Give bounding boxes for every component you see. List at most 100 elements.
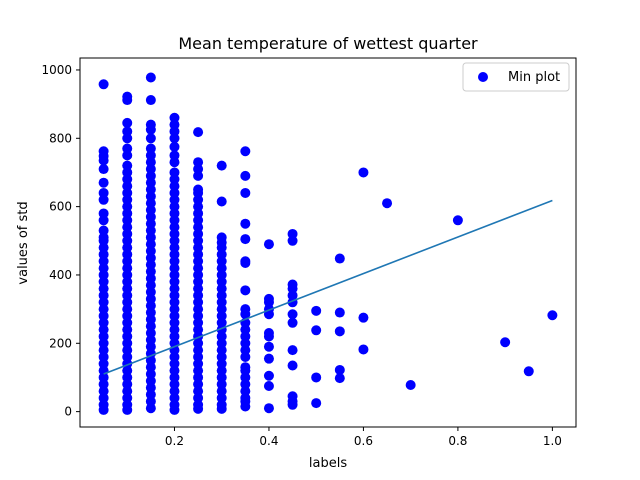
data-point [98, 276, 109, 287]
data-point [98, 164, 109, 175]
data-point [263, 297, 274, 308]
data-point [263, 381, 274, 391]
data-point [193, 215, 204, 226]
data-point [122, 297, 133, 308]
data-point [145, 246, 156, 257]
data-point [500, 337, 511, 348]
data-point [145, 307, 156, 318]
y-tick-label: 1000 [41, 63, 72, 77]
data-point [240, 258, 251, 268]
data-point [193, 194, 204, 205]
data-point [216, 276, 227, 287]
data-point [216, 358, 227, 369]
x-axis-ticks: 0.2 0.4 0.6 0.8 1.0 [165, 427, 562, 448]
data-point [358, 167, 369, 178]
data-point [98, 79, 109, 90]
data-point [98, 358, 109, 369]
data-point [169, 174, 180, 185]
data-point [122, 215, 133, 226]
data-point [193, 164, 204, 175]
data-point [145, 133, 156, 144]
data-point [216, 196, 227, 207]
data-point [334, 373, 345, 384]
plot-area [98, 72, 558, 415]
data-point [334, 307, 345, 318]
x-axis-label: labels [309, 456, 347, 471]
data-point [311, 305, 322, 316]
data-point [216, 160, 227, 171]
data-point [193, 379, 204, 390]
data-point [240, 146, 251, 157]
data-point [122, 276, 133, 287]
data-point [98, 225, 109, 236]
data-point [169, 256, 180, 267]
data-point [98, 235, 109, 246]
data-point [263, 341, 274, 352]
data-point [122, 235, 133, 246]
data-point [145, 124, 156, 135]
data-point [263, 370, 274, 381]
data-point [98, 338, 109, 349]
data-point [122, 150, 133, 161]
y-tick-label: 600 [49, 200, 72, 214]
x-tick-label: 0.6 [354, 434, 373, 448]
y-tick-label: 400 [49, 268, 72, 282]
data-point [145, 287, 156, 298]
data-point [287, 345, 298, 356]
data-point [263, 331, 274, 342]
legend: Min plot [462, 62, 570, 92]
data-point [287, 360, 298, 371]
data-point [98, 177, 109, 188]
data-point [169, 358, 180, 369]
data-point [145, 143, 156, 154]
data-point [98, 379, 109, 390]
y-axis-label: values of std [16, 201, 31, 284]
data-point [145, 328, 156, 339]
data-point [193, 170, 204, 181]
data-point [145, 403, 156, 414]
data-point [145, 72, 156, 83]
data-point [334, 326, 345, 337]
data-point [216, 338, 227, 349]
data-point [240, 285, 251, 296]
data-point [240, 309, 251, 320]
data-point [169, 157, 180, 168]
trend-line [103, 199, 553, 375]
legend-marker [478, 72, 488, 82]
data-point [122, 133, 133, 144]
axes-frame [79, 57, 577, 428]
data-point [193, 338, 204, 349]
data-point [122, 194, 133, 205]
data-point [98, 256, 109, 267]
data-point [169, 141, 180, 152]
data-point [216, 256, 227, 267]
data-point [263, 239, 274, 250]
data-point [193, 317, 204, 328]
data-point [287, 309, 298, 320]
data-point [145, 184, 156, 195]
y-tick-label: 200 [49, 336, 72, 350]
data-point [169, 404, 180, 415]
data-point [240, 401, 251, 412]
x-tick-label: 1.0 [543, 434, 562, 448]
data-point [216, 317, 227, 328]
data-point [169, 215, 180, 226]
data-point [122, 95, 133, 106]
x-tick-label: 0.2 [165, 434, 184, 448]
data-point [193, 256, 204, 267]
data-point [263, 403, 274, 414]
data-point [240, 379, 251, 390]
legend-box [462, 62, 570, 92]
data-point [145, 225, 156, 236]
data-point [311, 325, 322, 336]
data-point [122, 117, 133, 128]
data-point [169, 194, 180, 205]
data-point [98, 194, 109, 205]
x-tick-label: 0.4 [259, 434, 278, 448]
data-point [169, 379, 180, 390]
data-point [334, 253, 345, 264]
data-point [193, 235, 204, 246]
data-point [169, 297, 180, 308]
data-point [145, 95, 156, 106]
